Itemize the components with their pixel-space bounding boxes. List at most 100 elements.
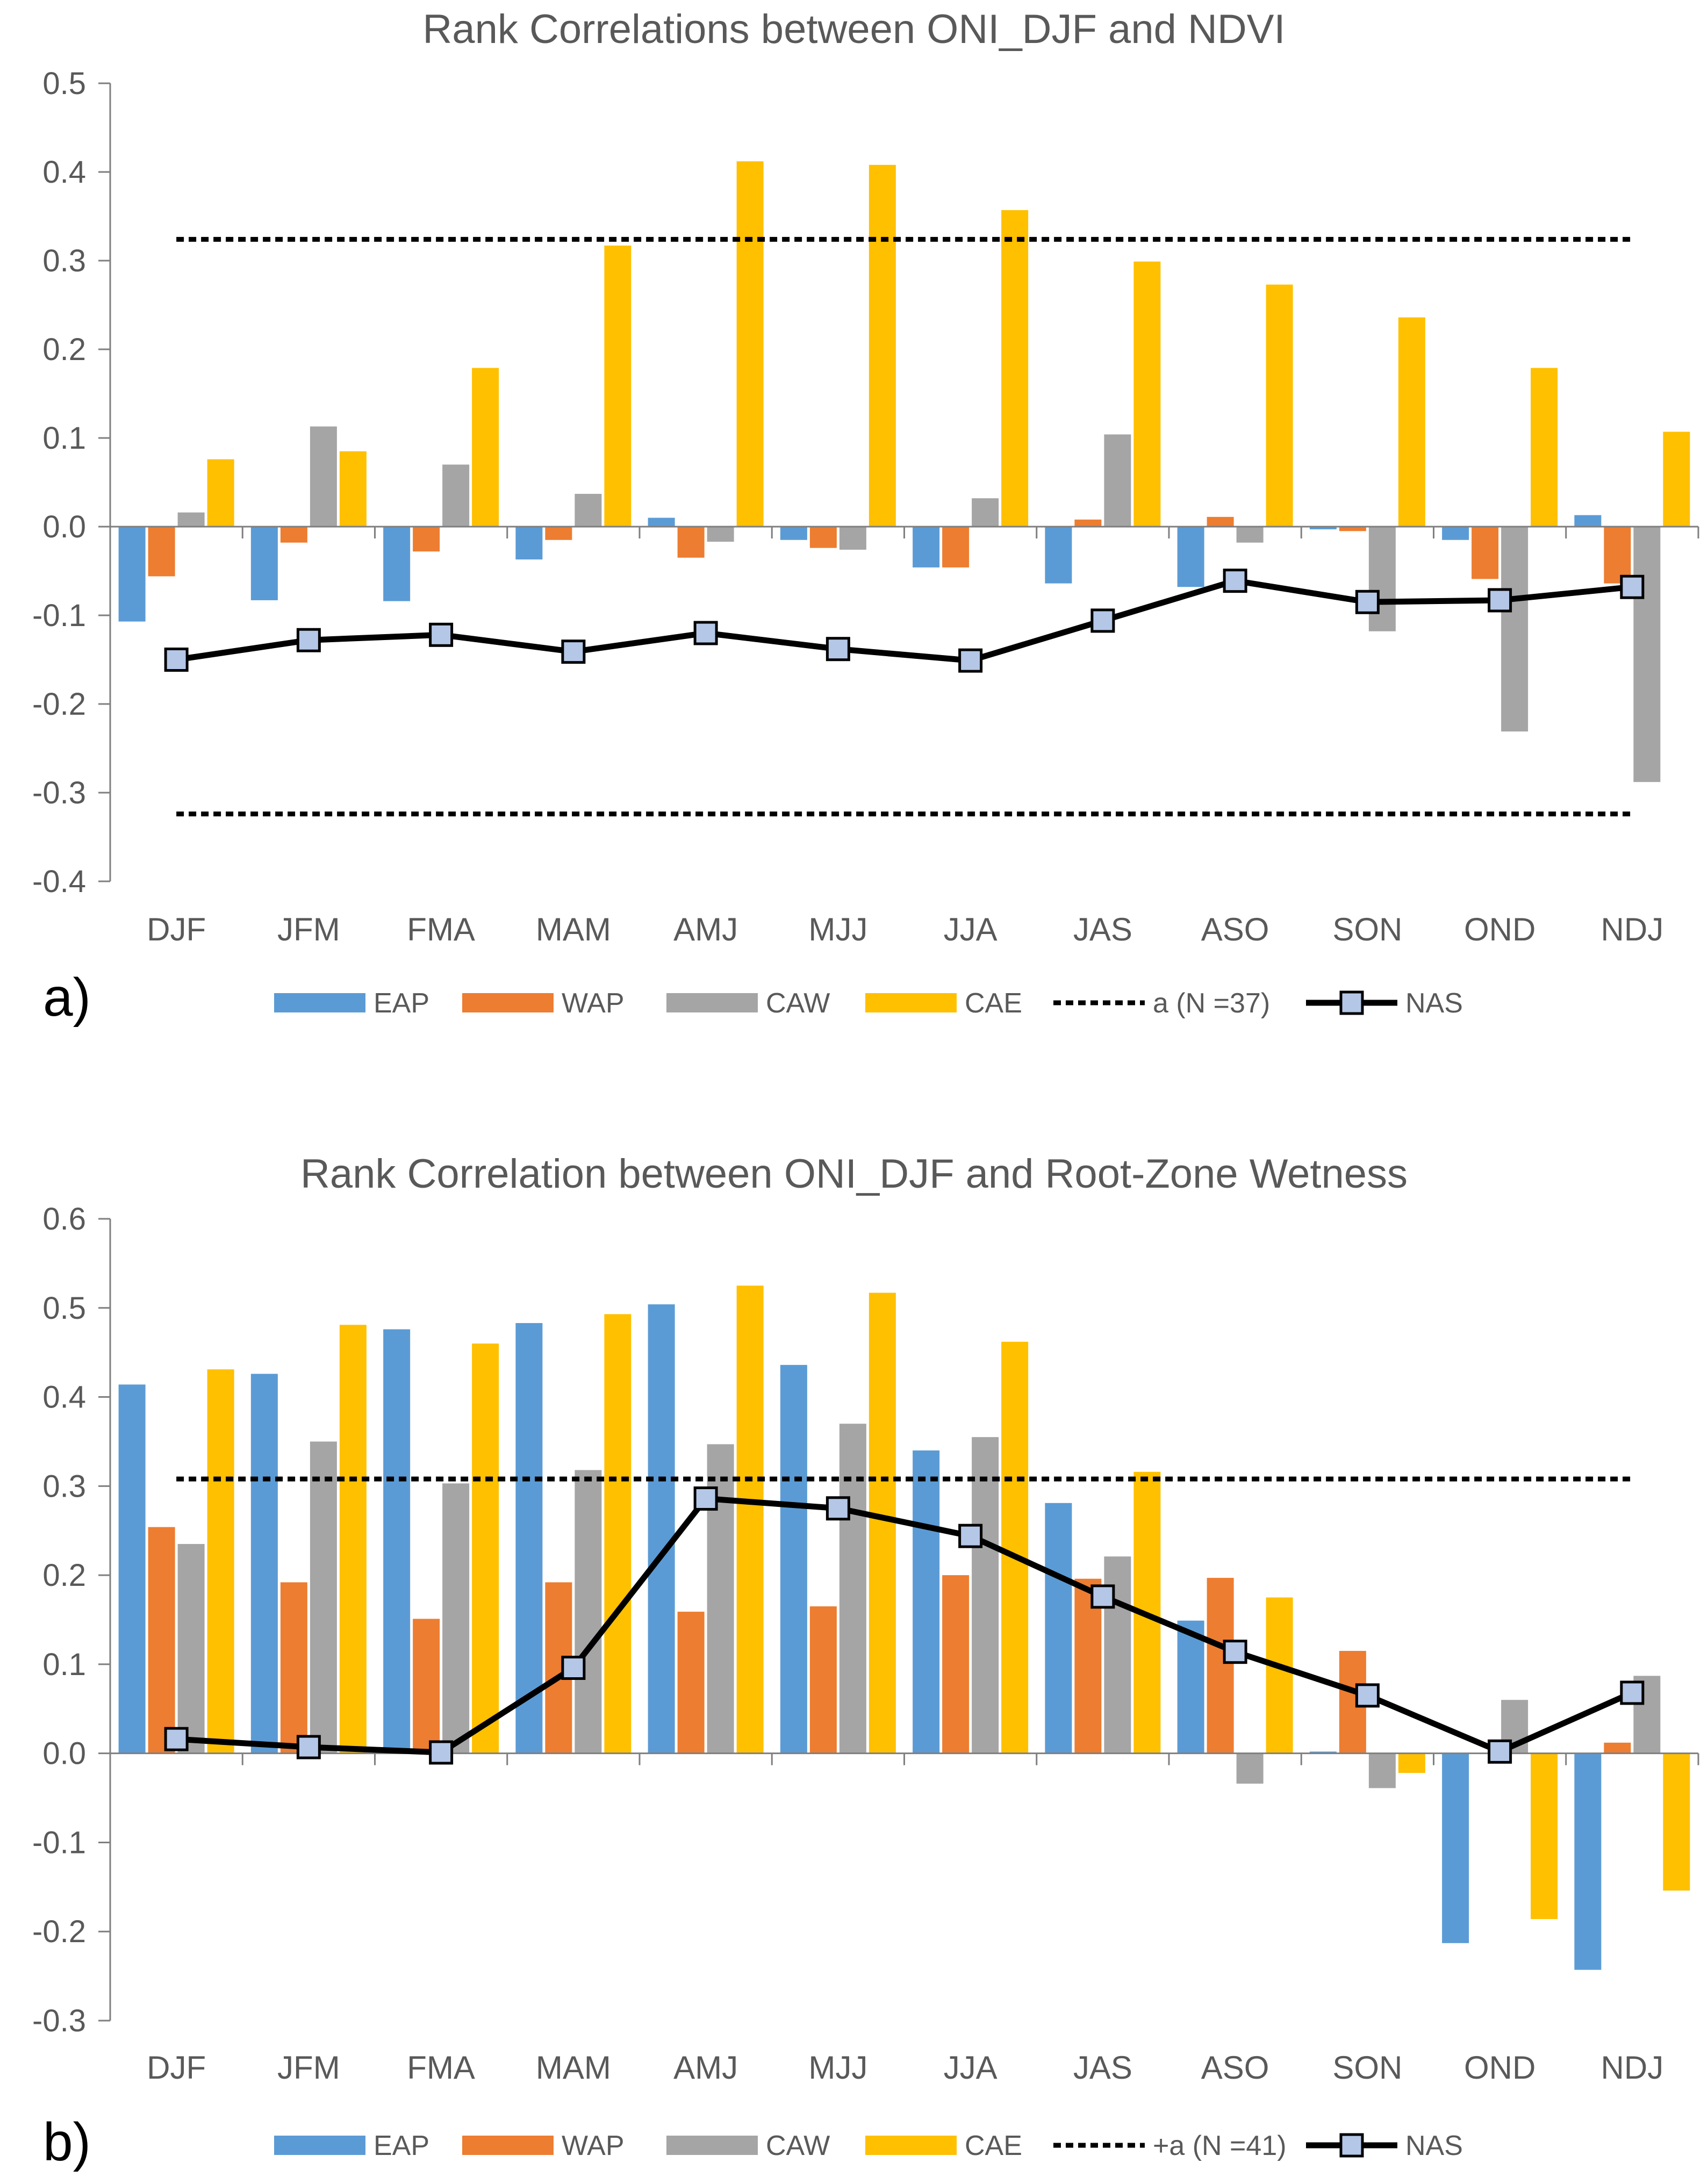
panel-a-legend-eap-label: EAP bbox=[374, 988, 429, 1019]
panel-a-bar-cae-ndj bbox=[1663, 432, 1690, 527]
panel-b-bar-wap-amj bbox=[677, 1612, 705, 1754]
panel-b-plot-area: 0.6 0.5 0.4 0.3 0.2 0.1 0.0 -0.1 -0.2 -0.3 DJF JFM F… bbox=[32, 1202, 1699, 2086]
panel-a-nas-marker-jja bbox=[958, 648, 983, 673]
panel-a-bar-eap-jfm bbox=[250, 527, 278, 600]
panel-b-legend-nas-marker bbox=[1339, 2133, 1364, 2158]
panel-b-y-tick-label: 0.3 bbox=[42, 1469, 86, 1504]
panel-b-bar-wap-mjj bbox=[809, 1606, 837, 1754]
panel-a-y-tick-label: -0.1 bbox=[32, 598, 86, 633]
panel-a-bar-caw-fma bbox=[442, 464, 470, 527]
panel-a-bar-caw-aso bbox=[1236, 527, 1264, 543]
panel-a-category-label: OND bbox=[1464, 911, 1535, 947]
panel-a-bar-eap-mam bbox=[515, 527, 543, 560]
panel-a-bar-cae-aso bbox=[1266, 284, 1293, 527]
panel-a-bar-cae-mam bbox=[604, 245, 631, 527]
panel-a-bar-wap-mjj bbox=[809, 527, 837, 548]
panel-a-bar-eap-fma bbox=[383, 527, 411, 601]
panel-a-bar-cae-fma bbox=[472, 368, 499, 527]
panel-b-category-label: MJJ bbox=[808, 2050, 867, 2086]
panel-b-nas-marker-fma bbox=[429, 1740, 454, 1765]
panel-a-y-tick-label: -0.2 bbox=[32, 687, 86, 722]
panel-b-category-label: MAM bbox=[536, 2050, 611, 2086]
panel-b-bar-cae-son bbox=[1398, 1753, 1425, 1773]
panel-b-nas-marker-djf bbox=[164, 1727, 189, 1751]
panel-b-category-label: JFM bbox=[277, 2050, 340, 2086]
panel-b-category-label: OND bbox=[1464, 2050, 1535, 2086]
panel-a-legend-caw-label: CAW bbox=[766, 988, 830, 1019]
panel-a-category-label: AMJ bbox=[673, 911, 738, 947]
panel-a-legend-nas-marker bbox=[1339, 990, 1364, 1015]
panel-a-bar-cae-ond bbox=[1531, 368, 1558, 527]
panel-a-bar-wap-jja bbox=[942, 527, 970, 567]
panel-b-title: Rank Correlation between ONI_DJF and Roo… bbox=[300, 1151, 1408, 1197]
panel-a-legend-wap-label: WAP bbox=[562, 988, 625, 1019]
panel-b-category-label: JJA bbox=[944, 2050, 997, 2086]
panel-b-y-tick-label: -0.3 bbox=[32, 2003, 86, 2038]
panel-b-legend-cae-swatch bbox=[865, 2136, 957, 2155]
panel-b-bar-caw-aso bbox=[1236, 1753, 1264, 1784]
panel-a-legend-nas-label: NAS bbox=[1405, 988, 1463, 1019]
panel-a-bar-eap-jas bbox=[1045, 527, 1072, 584]
panel-a-bar-wap-son bbox=[1339, 527, 1366, 531]
panel-a-bar-eap-amj bbox=[648, 518, 675, 527]
panel-b-nas-marker-mjj bbox=[826, 1496, 850, 1521]
panel-a-bar-eap-jja bbox=[913, 527, 940, 567]
panel-a-legend-cae-swatch bbox=[865, 993, 957, 1012]
panel-b-category-label: AMJ bbox=[673, 2050, 738, 2086]
panel-a-bar-cae-jfm bbox=[339, 451, 367, 527]
panel-a-bar-wap-aso bbox=[1207, 516, 1234, 527]
panel-a-nas-marker-ndj bbox=[1620, 574, 1645, 599]
panel-b-nas-marker-son bbox=[1355, 1683, 1380, 1708]
panel-a-nas-marker-jfm bbox=[296, 628, 321, 652]
panel-a-nas-marker-ond bbox=[1488, 588, 1512, 613]
panel-b-nas-marker-mam bbox=[561, 1656, 586, 1680]
panel-b-bar-eap-aso bbox=[1177, 1620, 1204, 1754]
panel-b-category-label: DJF bbox=[147, 2050, 206, 2086]
panel-a-legend-wap-swatch bbox=[462, 993, 554, 1012]
panel-a-bar-caw-mjj bbox=[839, 527, 866, 550]
panel-a-bar-wap-amj bbox=[677, 527, 705, 558]
panel-a-category-label: MAM bbox=[536, 911, 611, 947]
panel-b-label: b) bbox=[43, 2112, 91, 2172]
panel-a-bar-wap-mam bbox=[545, 527, 572, 540]
panel-b-y-tick-label: 0.5 bbox=[42, 1291, 86, 1326]
panel-b-bar-eap-amj bbox=[648, 1304, 675, 1754]
panel-a-nas-marker-son bbox=[1355, 590, 1380, 614]
panel-b-bar-caw-jfm bbox=[310, 1441, 337, 1754]
panel-b-y-tick-label: 0.1 bbox=[42, 1647, 86, 1682]
panel-b-bar-cae-mjj bbox=[869, 1292, 896, 1754]
panel-a-bar-caw-jas bbox=[1104, 434, 1131, 527]
panel-b-y-tick-label: 0.4 bbox=[42, 1380, 86, 1415]
panel-a-bar-eap-ndj bbox=[1574, 515, 1602, 527]
panel-a-bar-cae-djf bbox=[207, 459, 234, 527]
panel-b-bar-eap-mam bbox=[515, 1323, 543, 1754]
panel-a-bar-wap-fma bbox=[413, 527, 440, 552]
panel-a-y-tick-label: 0.1 bbox=[42, 421, 86, 456]
panel-a-bar-wap-ond bbox=[1472, 527, 1499, 579]
panel-b-bar-cae-fma bbox=[472, 1343, 499, 1754]
panel-a-nas-marker-aso bbox=[1223, 569, 1247, 593]
panel-b-bar-eap-ndj bbox=[1574, 1753, 1602, 1970]
panel-a-bar-caw-mam bbox=[575, 493, 602, 527]
panel-b-y-tick-label: 0.2 bbox=[42, 1558, 86, 1593]
panel-a-nas-marker-fma bbox=[429, 622, 454, 647]
panel-b-bar-wap-aso bbox=[1207, 1578, 1234, 1754]
panel-b-bar-caw-fma bbox=[442, 1483, 470, 1754]
panel-a-bar-caw-ond bbox=[1501, 527, 1528, 732]
panel-b-nas-marker-aso bbox=[1223, 1640, 1247, 1664]
panel-b-nas-line bbox=[176, 1496, 1634, 1756]
panel-a-category-label: SON bbox=[1332, 911, 1402, 947]
panel-b-nas-marker-ond bbox=[1488, 1739, 1512, 1764]
panel-a-category-label: ASO bbox=[1201, 911, 1269, 947]
panel-a-category-label: JFM bbox=[277, 911, 340, 947]
panel-a-y-tick-label: 0.4 bbox=[42, 155, 86, 190]
panel-b-category-label: FMA bbox=[407, 2050, 475, 2086]
panel-a-legend-cae-label: CAE bbox=[965, 988, 1022, 1019]
panel-a-plot-area: 0.5 0.4 0.3 0.2 0.1 0.0 -0.1 -0.2 -0.3 -0.4 DJF JFM… bbox=[32, 66, 1699, 947]
panel-b-legend-nas-label: NAS bbox=[1405, 2130, 1463, 2161]
panel-a-bar-cae-jja bbox=[1001, 210, 1029, 527]
panel-b-nas-marker-jja bbox=[958, 1524, 983, 1548]
panel-a-bar-eap-son bbox=[1309, 527, 1337, 529]
panel-b-bar-wap-ndj bbox=[1604, 1742, 1631, 1754]
panel-b-category-label: SON bbox=[1332, 2050, 1402, 2086]
